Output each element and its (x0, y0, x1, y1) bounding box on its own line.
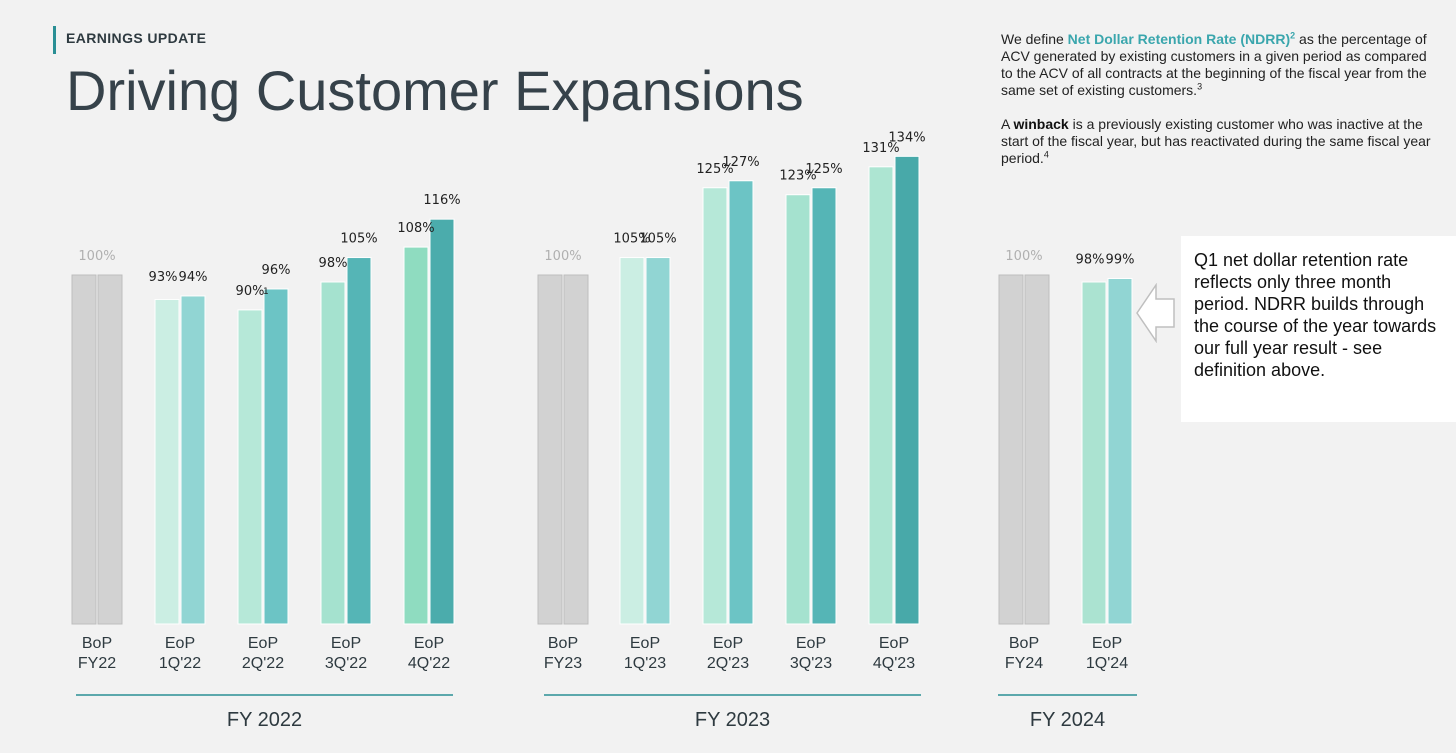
data-label-baseline: 100% (1005, 249, 1042, 264)
data-label: 125% (805, 162, 842, 177)
category-label: EoP (713, 635, 743, 652)
footnote-ref-2: 2 (1290, 30, 1296, 41)
group-label: FY 2022 (227, 709, 302, 731)
bar-fy2023-2-1 (728, 180, 754, 625)
category-label: FY22 (78, 655, 116, 672)
ndrr-text: as the percentage of ACV generated by ex… (1001, 31, 1427, 98)
footnote-ref-4: 4 (1043, 149, 1049, 160)
footnote-marker: 1 (263, 287, 269, 297)
category-label: 2Q'22 (242, 655, 284, 672)
category-label: 3Q'22 (325, 655, 367, 672)
data-label: 99% (1106, 252, 1135, 267)
eyebrow-accent-bar (53, 26, 56, 54)
data-label: 116% (423, 193, 460, 208)
category-label: 2Q'23 (707, 655, 749, 672)
category-label: EoP (796, 635, 826, 652)
bar-fy2022-3-1 (346, 257, 372, 625)
bar-fy2022-2-0 (237, 309, 263, 625)
data-label: 127% (722, 155, 759, 170)
data-label: 98% (1076, 252, 1105, 267)
group-label: FY 2024 (1030, 709, 1105, 731)
bar-fy2023-3-1 (811, 187, 837, 625)
group-label: FY 2023 (695, 709, 770, 731)
data-label: 125% (696, 162, 733, 177)
winback-definition: A winback is a previously existing custo… (1001, 116, 1437, 167)
category-label: 1Q'24 (1086, 655, 1128, 672)
category-label: 3Q'23 (790, 655, 832, 672)
category-label: 4Q'22 (408, 655, 450, 672)
category-label: EoP (414, 635, 444, 652)
bar-fy2023-4-1 (894, 155, 920, 625)
data-label: 134% (888, 130, 925, 145)
category-label: EoP (331, 635, 361, 652)
bar-fy2024-1-1 (1107, 277, 1133, 625)
bar-fy2022-0-1 (97, 274, 123, 625)
category-label: FY24 (1005, 655, 1043, 672)
data-label: 105% (613, 232, 650, 247)
category-label: 1Q'23 (624, 655, 666, 672)
bar-fy2023-0-0 (537, 274, 563, 625)
category-label: 4Q'23 (873, 655, 915, 672)
q1-note-callout: Q1 net dollar retention rate reflects on… (1181, 236, 1456, 422)
bar-fy2022-4-1 (429, 218, 455, 625)
bar-fy2022-2-1 (263, 288, 289, 625)
bar-fy2022-1-1 (180, 295, 206, 625)
winback-text: is a previously existing customer who wa… (1001, 116, 1431, 166)
winback-term: winback (1013, 116, 1069, 132)
bar-fy2022-4-0 (403, 246, 429, 625)
data-label: 94% (179, 270, 208, 285)
footnote-ref-3: 3 (1197, 81, 1203, 92)
data-label: 96% (262, 263, 291, 278)
bar-fy2022-1-0 (154, 298, 180, 625)
category-label: BoP (548, 635, 578, 652)
bar-fy2024-0-1 (1024, 274, 1050, 625)
category-label: BoP (82, 635, 112, 652)
bar-fy2023-0-1 (563, 274, 589, 625)
data-label-baseline: 100% (78, 249, 115, 264)
bar-fy2023-4-0 (868, 166, 894, 625)
bar-fy2022-0-0 (71, 274, 97, 625)
bar-fy2023-3-0 (785, 194, 811, 625)
ndrr-definition: We define Net Dollar Retention Rate (NDR… (1001, 31, 1437, 99)
category-label: BoP (1009, 635, 1039, 652)
data-label: 90% (236, 284, 265, 299)
definitions-panel: We define Net Dollar Retention Rate (NDR… (1001, 31, 1437, 184)
ndrr-prefix: We define (1001, 31, 1068, 47)
bar-fy2023-1-0 (619, 257, 645, 625)
section-eyebrow: EARNINGS UPDATE (66, 30, 207, 46)
category-label: FY23 (544, 655, 582, 672)
winback-prefix: A (1001, 116, 1014, 132)
category-label: EoP (630, 635, 660, 652)
bar-fy2023-1-1 (645, 257, 671, 625)
data-label: 131% (862, 141, 899, 156)
data-label: 98% (319, 256, 348, 271)
left-arrow-icon (1136, 283, 1175, 343)
data-label: 105% (340, 232, 377, 247)
category-label: EoP (879, 635, 909, 652)
bar-fy2022-3-0 (320, 281, 346, 625)
page-title: Driving Customer Expansions (66, 59, 804, 122)
bar-fy2023-2-0 (702, 187, 728, 625)
data-label: 123% (779, 169, 816, 184)
ndrr-term: Net Dollar Retention Rate (NDRR) (1067, 31, 1291, 47)
category-label: EoP (165, 635, 195, 652)
bar-fy2024-1-0 (1081, 281, 1107, 625)
category-label: 1Q'22 (159, 655, 201, 672)
data-label-baseline: 100% (544, 249, 581, 264)
bar-fy2024-0-0 (998, 274, 1024, 625)
category-label: EoP (248, 635, 278, 652)
data-label: 105% (639, 232, 676, 247)
data-label: 108% (397, 221, 434, 236)
category-label: EoP (1092, 635, 1122, 652)
data-label: 93% (149, 270, 178, 285)
